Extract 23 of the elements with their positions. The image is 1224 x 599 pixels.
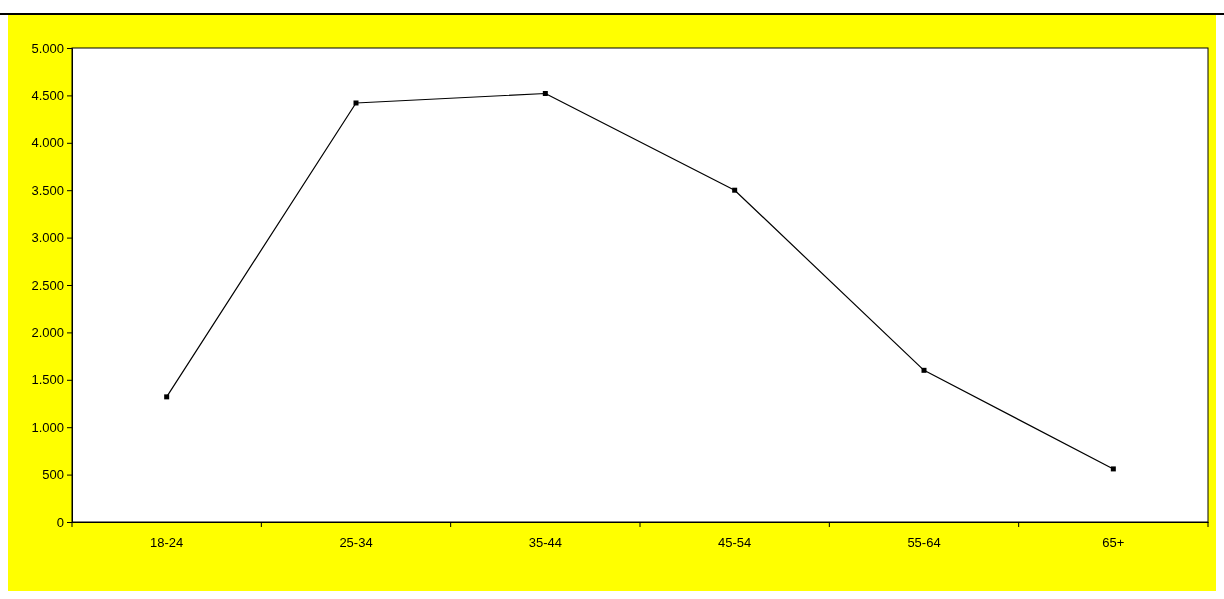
x-tick-label: 65+ <box>1102 535 1125 551</box>
y-tick-label: 3.500 <box>31 182 64 198</box>
y-tick-label: 4.000 <box>31 135 64 151</box>
x-tick-label: 35-44 <box>528 535 562 551</box>
x-tick-label: 55-64 <box>907 535 941 551</box>
x-tick-label: 18-24 <box>150 535 184 551</box>
point <box>1110 466 1116 472</box>
point <box>921 367 927 373</box>
y-tick-label: 1.000 <box>31 419 64 435</box>
x-tick-label: 25-34 <box>339 535 373 551</box>
point <box>542 91 548 96</box>
y-tick-label: 2.000 <box>31 325 64 341</box>
point <box>164 394 170 400</box>
y-tick-label: 1.500 <box>31 372 64 388</box>
y-tick-label: 0 <box>56 514 64 530</box>
point <box>732 187 738 193</box>
y-tick-label: 3.000 <box>31 230 64 246</box>
point <box>353 100 359 106</box>
y-tick-label: 2.500 <box>31 277 64 293</box>
y-tick-label: 5.000 <box>31 40 64 56</box>
x-tick-label: 45-54 <box>718 535 752 551</box>
y-tick-label: 4.500 <box>31 88 64 104</box>
y-tick-label: 500 <box>42 467 64 483</box>
